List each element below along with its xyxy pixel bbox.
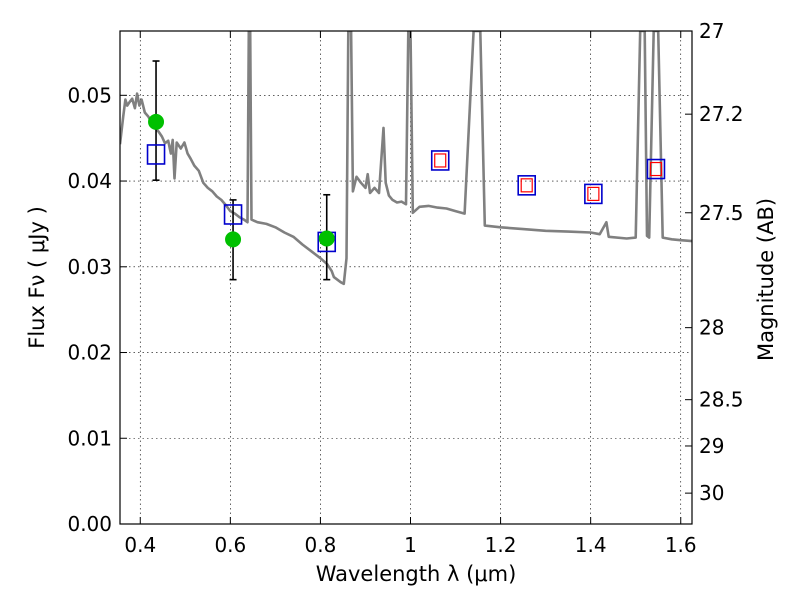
- y-tick-label: 0.04: [67, 169, 112, 193]
- model-photometry-inner-square: [520, 178, 533, 193]
- x-tick-label: 1.6: [665, 533, 697, 557]
- spectrum-layer: [120, 31, 692, 286]
- x-tick-label: 1: [404, 533, 417, 557]
- y-tick-label: 0.05: [67, 83, 112, 107]
- model-photometry-inner-square: [649, 161, 663, 177]
- x-tick-label: 0.8: [305, 533, 337, 557]
- x-tick-label: 0.6: [214, 533, 246, 557]
- x-axis-label: Wavelength λ (μm): [316, 562, 517, 586]
- observed-flux-point: [318, 230, 335, 247]
- x-tick-label: 1.2: [485, 533, 517, 557]
- model-photometry-square: [146, 144, 166, 165]
- model-photometry-inner-square: [434, 153, 447, 168]
- y-tick-label: 0.02: [67, 341, 112, 365]
- right-tick-label: 27.5: [699, 201, 744, 225]
- model-photometry-square: [646, 158, 666, 180]
- observed-flux-point: [225, 231, 242, 248]
- x-tick-label: 0.4: [124, 533, 156, 557]
- right-tick-label: 30: [699, 481, 724, 505]
- observed-flux-point: [148, 113, 165, 130]
- plot-frame: [119, 30, 693, 525]
- tick-layer: [120, 30, 692, 525]
- right-axis-label: Magnitude (AB): [754, 198, 778, 361]
- x-tick-label: 1.4: [575, 533, 607, 557]
- model-spectrum-line: [120, 31, 692, 286]
- model-photometry-square: [517, 175, 537, 196]
- y-tick-label: 0.03: [67, 255, 112, 279]
- model-photometry-inner-square: [587, 186, 600, 202]
- right-tick-label: 27: [699, 19, 724, 43]
- right-tick-label: 28: [699, 316, 724, 340]
- y-tick-label: 0.00: [67, 512, 112, 536]
- marker-layer: [146, 60, 666, 281]
- right-tick-label: 29: [699, 434, 724, 458]
- right-tick-label: 28.5: [699, 388, 744, 412]
- y-axis-label: Flux Fν ( μJy ): [25, 206, 49, 349]
- model-photometry-square: [223, 204, 243, 225]
- model-photometry-square: [584, 183, 603, 205]
- y-tick-label: 0.01: [67, 426, 112, 450]
- model-photometry-square: [430, 150, 450, 171]
- right-tick-label: 27.2: [699, 102, 744, 126]
- tick-label-layer: 0.4 0.6 0.8 1 1.2 1.4 1.6 0.00 0.01 0.02 0.03 0.04 0…: [67, 19, 743, 557]
- grid-lines: [120, 31, 692, 525]
